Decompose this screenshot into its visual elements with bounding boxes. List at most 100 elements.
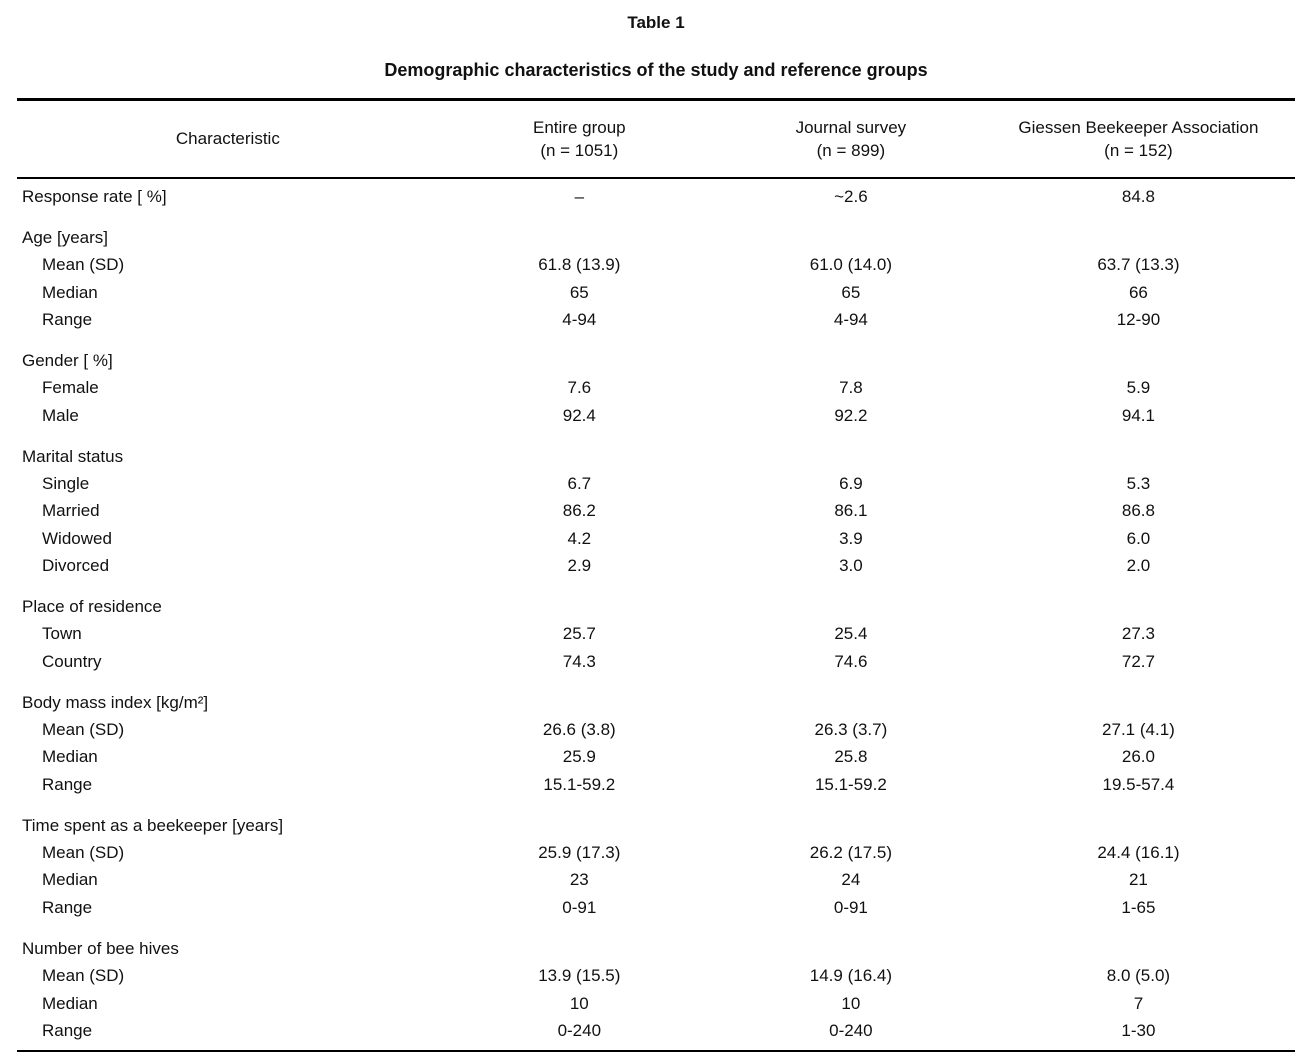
cell-value: 25.8 — [834, 747, 868, 767]
cell-value — [720, 676, 982, 717]
row-label: Gender [ %] — [22, 350, 113, 370]
cell-value: ~2.6 — [834, 186, 868, 206]
cell-value: 27.3 — [1121, 624, 1155, 644]
header-row: Characteristic Entire group (n = 1051) J… — [17, 99, 1295, 179]
table-row: Range 0-91 0-91 1-65 — [17, 894, 1295, 921]
cell-value: 26.2 (17.5) — [809, 843, 892, 863]
cell-value: 63.7 (13.3) — [1097, 255, 1180, 275]
row-label: Marital status — [22, 446, 124, 466]
row-label: Number of bee hives — [22, 938, 179, 958]
row-label: Mean (SD) — [42, 966, 125, 986]
row-label: Range — [42, 774, 93, 794]
column-label: Giessen Beekeeper Association — [1018, 118, 1259, 137]
cell-value — [982, 211, 1295, 252]
cell-value: 15.1-59.2 — [543, 774, 616, 794]
cell-value: 25.9 (17.3) — [538, 843, 621, 863]
row-label: Time spent as a beekeeper [years] — [22, 815, 284, 835]
cell-value: 7.6 — [567, 378, 592, 398]
table-row: Median 10 10 7 — [17, 990, 1295, 1017]
cell-value — [982, 430, 1295, 471]
row-label: Female — [42, 378, 99, 398]
cell-value — [720, 580, 982, 621]
cell-value: 1-30 — [1121, 1020, 1156, 1040]
cell-value: 94.1 — [1121, 405, 1155, 425]
cell-value — [982, 676, 1295, 717]
cell-value — [439, 799, 720, 840]
row-label: Place of residence — [22, 596, 162, 616]
cell-value: 10 — [841, 993, 861, 1013]
cell-value — [439, 334, 720, 375]
section-row: Number of bee hives — [17, 922, 1295, 963]
cell-value: 6.7 — [567, 473, 592, 493]
cell-value: 86.1 — [834, 501, 868, 521]
table-row: Median 23 24 21 — [17, 867, 1295, 894]
cell-value: 74.3 — [562, 651, 596, 671]
cell-value: 15.1-59.2 — [814, 774, 887, 794]
cell-value — [982, 334, 1295, 375]
row-label: Mean (SD) — [42, 720, 125, 740]
cell-value: 12-90 — [1116, 309, 1161, 329]
row-label: Town — [42, 624, 82, 644]
table-row: Range 15.1-59.2 15.1-59.2 19.5-57.4 — [17, 771, 1295, 798]
table-row: Median 65 65 66 — [17, 279, 1295, 306]
column-label: Entire group — [533, 118, 626, 137]
cell-value: 10 — [569, 993, 589, 1013]
cell-value: 26.6 (3.8) — [542, 720, 616, 740]
row-label: Male — [42, 405, 79, 425]
table-row: Mean (SD) 13.9 (15.5) 14.9 (16.4) 8.0 (5.0) — [17, 963, 1295, 990]
cell-value: 6.9 — [839, 473, 863, 493]
row-label: Body mass index [kg/m²] — [22, 692, 209, 712]
table-row: Mean (SD) 25.9 (17.3) 26.2 (17.5) 24.4 (16.… — [17, 840, 1295, 867]
column-header-entire-group: Entire group (n = 1051) — [438, 99, 720, 179]
cell-value — [720, 799, 982, 840]
cell-value: 24.4 (16.1) — [1097, 843, 1180, 863]
cell-value: 66 — [1128, 282, 1148, 302]
table-row: Single 6.7 6.9 5.3 — [17, 470, 1295, 497]
cell-value: 86.2 — [562, 501, 596, 521]
cell-value: 0-91 — [833, 897, 868, 917]
table-row: Range 4-94 4-94 12-90 — [17, 306, 1295, 333]
row-label: Median — [42, 993, 98, 1013]
cell-value: 0-91 — [562, 897, 597, 917]
section-row: Marital status — [17, 430, 1295, 471]
cell-value — [720, 430, 982, 471]
table-row: Mean (SD) 26.6 (3.8) 26.3 (3.7) 27.1 (4.1) — [17, 717, 1295, 744]
table-row: Response rate [ %] – ~2.6 84.8 — [17, 178, 1295, 211]
table-row: Widowed 4.2 3.9 6.0 — [17, 525, 1295, 552]
column-sub: (n = 899) — [816, 140, 886, 160]
table-header: Characteristic Entire group (n = 1051) J… — [17, 99, 1295, 179]
cell-value: 26.0 — [1121, 747, 1155, 767]
row-label: Median — [42, 747, 98, 767]
cell-value — [982, 799, 1295, 840]
section-row: Age [years] — [17, 211, 1295, 252]
table-caption: Demographic characteristics of the study… — [384, 60, 928, 80]
table-number-title: Table 1 — [627, 13, 685, 32]
cell-value: 84.8 — [1121, 186, 1155, 206]
cell-value: 92.2 — [834, 405, 868, 425]
table-row: Town 25.7 25.4 27.3 — [17, 621, 1295, 648]
section-row: Time spent as a beekeeper [years] — [17, 799, 1295, 840]
cell-value: – — [574, 186, 585, 206]
section-row: Gender [ %] — [17, 334, 1295, 375]
section-row: Place of residence — [17, 580, 1295, 621]
row-label: Range — [42, 897, 93, 917]
column-header-giessen-association: Giessen Beekeeper Association (n = 152) — [981, 99, 1295, 179]
row-label: Married — [42, 501, 100, 521]
cell-value: 4.2 — [567, 528, 592, 548]
cell-value: 0-240 — [557, 1020, 602, 1040]
cell-value: 72.7 — [1121, 651, 1155, 671]
row-label: Mean (SD) — [42, 843, 125, 863]
table-row: Country 74.3 74.6 72.7 — [17, 648, 1295, 675]
table-body: Response rate [ %] – ~2.6 84.8 Age [years] Me… — [17, 178, 1295, 1051]
cell-value: 21 — [1128, 870, 1148, 890]
cell-value: 23 — [569, 870, 589, 890]
cell-value: 25.7 — [562, 624, 596, 644]
cell-value: 27.1 (4.1) — [1102, 720, 1175, 740]
cell-value — [439, 922, 720, 963]
cell-value: 14.9 (16.4) — [809, 966, 892, 986]
table-row: Mean (SD) 61.8 (13.9) 61.0 (14.0) 63.7 (13.… — [17, 252, 1295, 279]
cell-value — [439, 430, 720, 471]
cell-value: 92.4 — [562, 405, 596, 425]
row-label: Widowed — [42, 528, 112, 548]
table-row: Married 86.2 86.1 86.8 — [17, 498, 1295, 525]
